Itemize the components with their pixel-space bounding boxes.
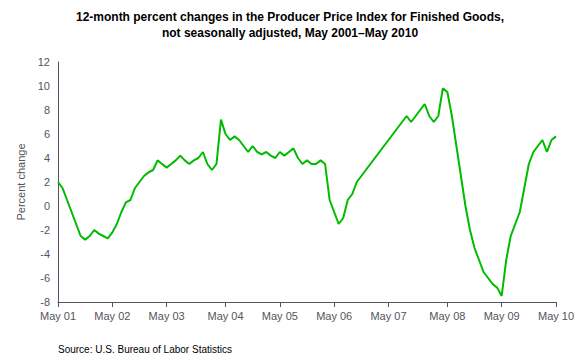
svg-text:-6: -6 <box>40 272 50 284</box>
svg-text:May 03: May 03 <box>149 310 185 322</box>
svg-text:May 02: May 02 <box>94 310 130 322</box>
svg-text:-8: -8 <box>40 296 50 308</box>
svg-text:-2: -2 <box>40 224 50 236</box>
svg-text:May 09: May 09 <box>484 310 520 322</box>
svg-text:12-month percent changes in th: 12-month percent changes in the Producer… <box>76 10 504 24</box>
svg-text:2: 2 <box>44 176 50 188</box>
svg-text:10: 10 <box>38 80 50 92</box>
svg-text:May 05: May 05 <box>262 310 298 322</box>
svg-text:May 07: May 07 <box>370 310 406 322</box>
svg-text:0: 0 <box>44 200 50 212</box>
svg-text:-4: -4 <box>40 248 50 260</box>
svg-text:May 08: May 08 <box>429 310 465 322</box>
svg-text:12: 12 <box>38 56 50 68</box>
svg-text:6: 6 <box>44 128 50 140</box>
svg-text:Percent change: Percent change <box>15 143 27 220</box>
svg-text:not seasonally adjusted, May 2: not seasonally adjusted, May 2001–May 20… <box>162 26 418 40</box>
svg-text:May 10: May 10 <box>538 310 574 322</box>
svg-text:4: 4 <box>44 152 50 164</box>
svg-text:Source: U.S. Bureau of Labor S: Source: U.S. Bureau of Labor Statistics <box>58 344 232 355</box>
svg-text:May 01: May 01 <box>40 310 76 322</box>
svg-text:8: 8 <box>44 104 50 116</box>
svg-text:May 06: May 06 <box>316 310 352 322</box>
svg-text:May 04: May 04 <box>207 310 243 322</box>
